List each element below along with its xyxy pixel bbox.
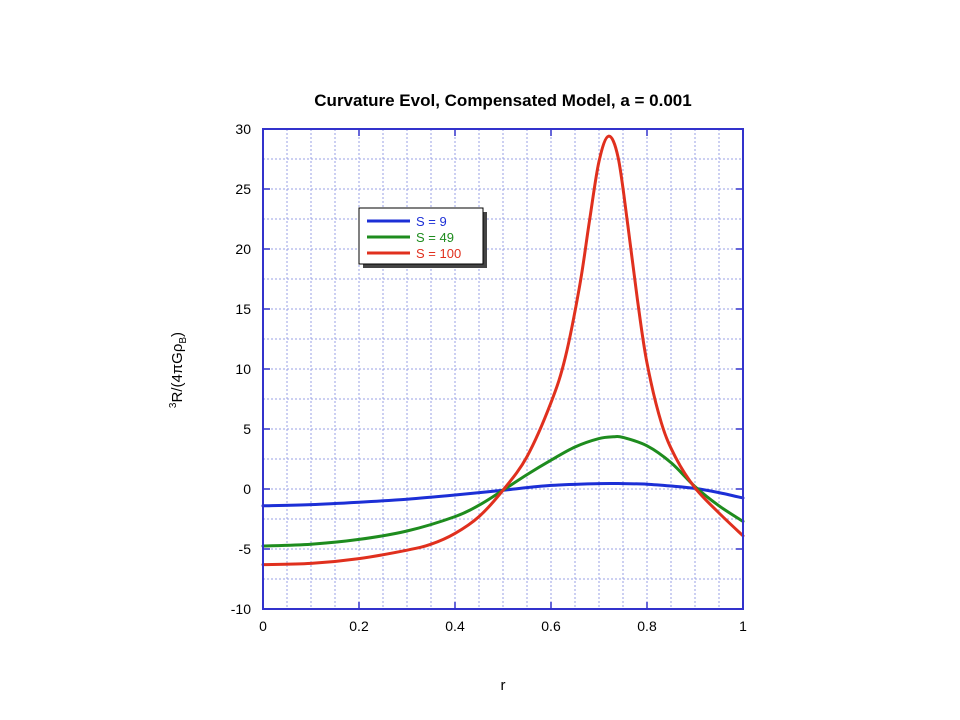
x-axis-label: r [501,677,506,694]
y-tick-label: 30 [235,121,251,137]
y-axis-label-sub: B [178,337,189,344]
series-line-3 [261,134,745,567]
y-tick-label: 15 [235,301,251,317]
y-axis-label-main: R/(4πGρ [169,344,186,403]
y-axis-label-sup: 3 [168,402,179,408]
y-tick-label: -5 [239,541,252,557]
y-tick-label: 20 [235,241,251,257]
y-axis-label-close: ) [169,332,186,337]
axis-ticks: 0 0.2 0.4 0.6 0.8 1 -10 -5 0 5 10 15 20 25 30 [231,121,747,634]
series-line-2 [261,434,745,548]
y-tick-label: 0 [243,481,251,497]
grid [263,129,743,609]
y-axis-label: 3R/(4πGρB) [168,332,189,408]
series-line-1 [261,481,745,508]
x-tick-label: 0.6 [541,618,561,634]
x-tick-label: 0.4 [445,618,465,634]
legend: S = 9S = 49S = 100 [358,207,487,268]
legend-label: S = 100 [416,246,461,261]
series-lines [261,134,745,567]
x-tick-label: 1 [739,618,747,634]
x-tick-label: 0 [259,618,267,634]
x-tick-label: 0.8 [637,618,657,634]
y-tick-label: -10 [231,601,251,617]
y-tick-label: 10 [235,361,251,377]
y-tick-label: 5 [243,421,251,437]
legend-label: S = 49 [416,230,454,245]
legend-label: S = 9 [416,214,447,229]
chart-title: Curvature Evol, Compensated Model, a = 0… [314,91,691,110]
y-tick-label: 25 [235,181,251,197]
x-tick-label: 0.2 [349,618,369,634]
